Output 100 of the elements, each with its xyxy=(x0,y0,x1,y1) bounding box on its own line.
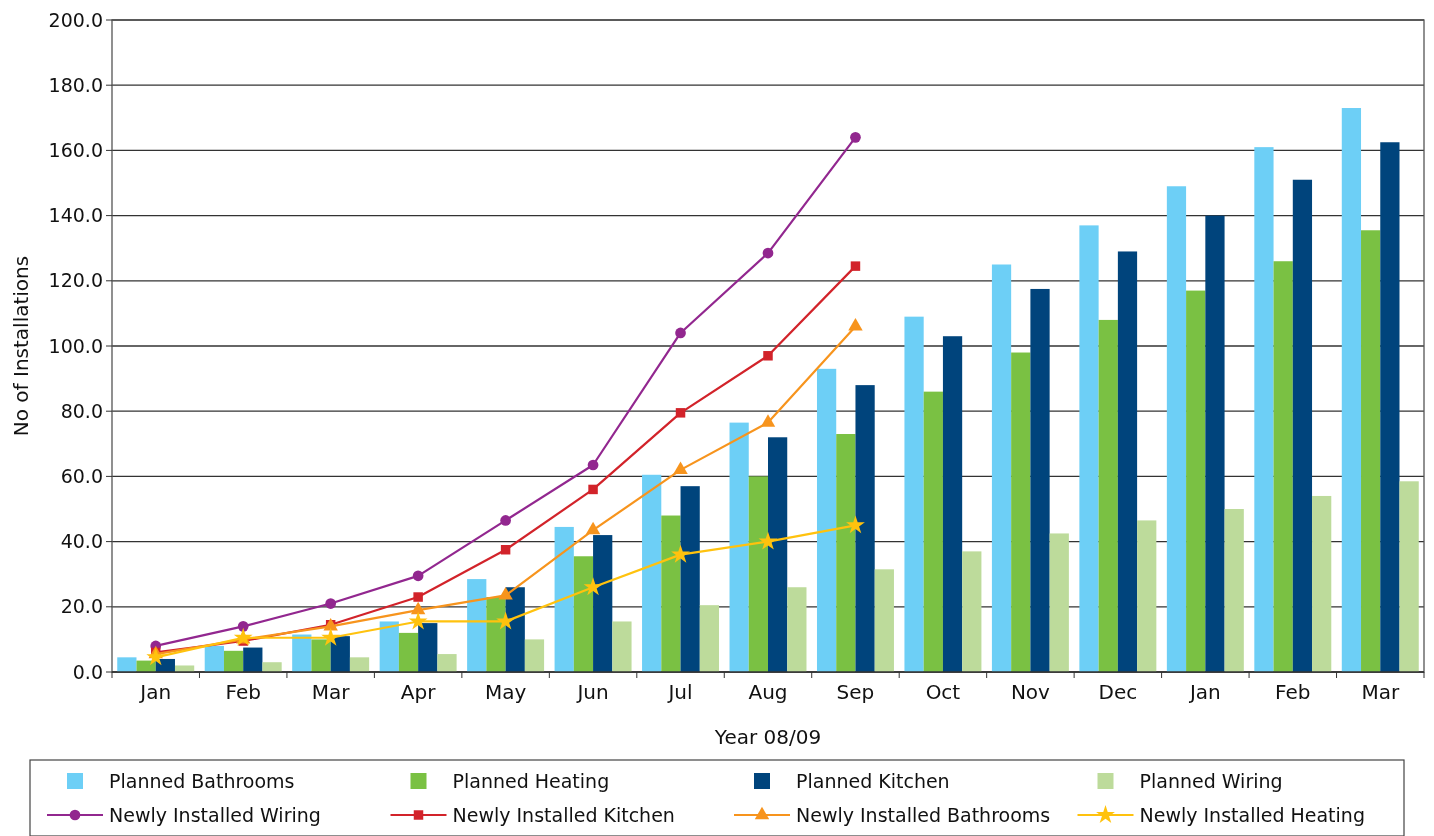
bar xyxy=(874,569,894,672)
bar xyxy=(1292,179,1313,672)
y-tick-label: 160.0 xyxy=(48,139,103,162)
bar xyxy=(768,437,788,672)
x-tick-label: Mar xyxy=(1361,680,1400,704)
point xyxy=(850,132,861,143)
bar xyxy=(524,639,545,672)
bar xyxy=(699,605,720,672)
point xyxy=(588,484,598,495)
bar xyxy=(223,650,244,672)
bar xyxy=(962,551,982,672)
point xyxy=(671,544,690,563)
point xyxy=(413,592,423,602)
bar xyxy=(612,621,632,672)
point xyxy=(498,587,513,600)
point xyxy=(412,570,424,582)
x-tick-label: Jan xyxy=(138,680,172,704)
bar xyxy=(398,632,419,672)
legend-label: Newly Installed Wiring xyxy=(109,803,321,826)
bar xyxy=(311,639,331,672)
bar xyxy=(1079,225,1099,672)
point xyxy=(675,327,686,339)
bar xyxy=(349,657,370,672)
bar xyxy=(292,634,312,672)
bar xyxy=(1117,251,1138,672)
y-tick-label: 40.0 xyxy=(60,530,103,553)
bar xyxy=(836,434,856,672)
legend-label: Newly Installed Heating xyxy=(1139,803,1365,826)
bar xyxy=(748,476,768,672)
bar xyxy=(1341,108,1362,672)
x-tick-label: Oct xyxy=(925,680,961,704)
point xyxy=(233,627,253,646)
bar xyxy=(1186,290,1206,672)
point xyxy=(410,601,426,615)
bar xyxy=(729,422,749,672)
point xyxy=(321,627,341,646)
legend-label: Planned Kitchen xyxy=(796,769,950,792)
bar xyxy=(816,368,837,672)
bar xyxy=(1224,509,1244,672)
point xyxy=(762,247,774,259)
x-tick-label: Mar xyxy=(311,680,351,704)
bar xyxy=(1166,186,1187,672)
y-tick-label: 180.0 xyxy=(48,73,103,96)
x-tick-label: Jan xyxy=(1187,680,1221,704)
bar xyxy=(942,336,963,672)
bar xyxy=(204,645,224,672)
bar xyxy=(904,316,924,672)
point xyxy=(237,621,249,632)
y-axis-title: No of Installations xyxy=(9,255,33,437)
point xyxy=(500,515,511,526)
point xyxy=(758,531,778,550)
bar xyxy=(262,662,282,672)
bar xyxy=(923,391,943,672)
bar xyxy=(593,535,613,672)
bar xyxy=(1380,142,1400,672)
y-tick-label: 0.0 xyxy=(72,660,103,683)
x-tick-label: Feb xyxy=(1275,680,1311,704)
bar xyxy=(554,526,574,672)
point xyxy=(500,545,511,555)
point xyxy=(325,598,337,609)
x-tick-label: Feb xyxy=(225,680,261,704)
x-tick-label: Apr xyxy=(400,680,437,704)
x-tick-label: Nov xyxy=(1010,680,1051,704)
point xyxy=(846,515,865,534)
bar xyxy=(1098,319,1118,672)
bar xyxy=(1273,261,1293,672)
y-tick-label: 60.0 xyxy=(60,465,103,488)
x-tick-label: Sep xyxy=(836,680,875,704)
point xyxy=(146,647,166,666)
bar xyxy=(437,654,457,672)
bar xyxy=(1137,520,1157,672)
point xyxy=(675,408,686,418)
bar xyxy=(991,264,1012,672)
bar xyxy=(1312,495,1332,672)
point xyxy=(673,461,688,475)
point xyxy=(585,521,601,535)
legend-label: Newly Installed Kitchen xyxy=(452,803,675,826)
legend-label: Newly Installed Bathrooms xyxy=(796,803,1051,826)
bar xyxy=(330,636,350,672)
bar xyxy=(1030,288,1050,672)
y-tick-label: 140.0 xyxy=(48,204,103,227)
legend-label: Planned Wiring xyxy=(1139,769,1283,792)
y-tick-label: 200.0 xyxy=(48,8,103,31)
x-tick-label: Jun xyxy=(575,680,609,704)
point xyxy=(583,577,603,596)
bar xyxy=(855,385,875,672)
x-tick-label: Aug xyxy=(748,680,788,704)
bar xyxy=(680,486,700,672)
y-tick-label: 20.0 xyxy=(60,595,103,618)
y-tick-label: 80.0 xyxy=(60,399,103,422)
bar xyxy=(661,515,681,672)
point xyxy=(850,261,861,271)
y-tick-label: 120.0 xyxy=(48,269,103,292)
point xyxy=(763,351,773,361)
bar xyxy=(174,665,195,672)
point xyxy=(408,611,428,630)
x-tick-label: Dec xyxy=(1098,680,1138,704)
bar xyxy=(1254,147,1274,672)
bar xyxy=(1011,352,1031,672)
point xyxy=(848,318,863,331)
